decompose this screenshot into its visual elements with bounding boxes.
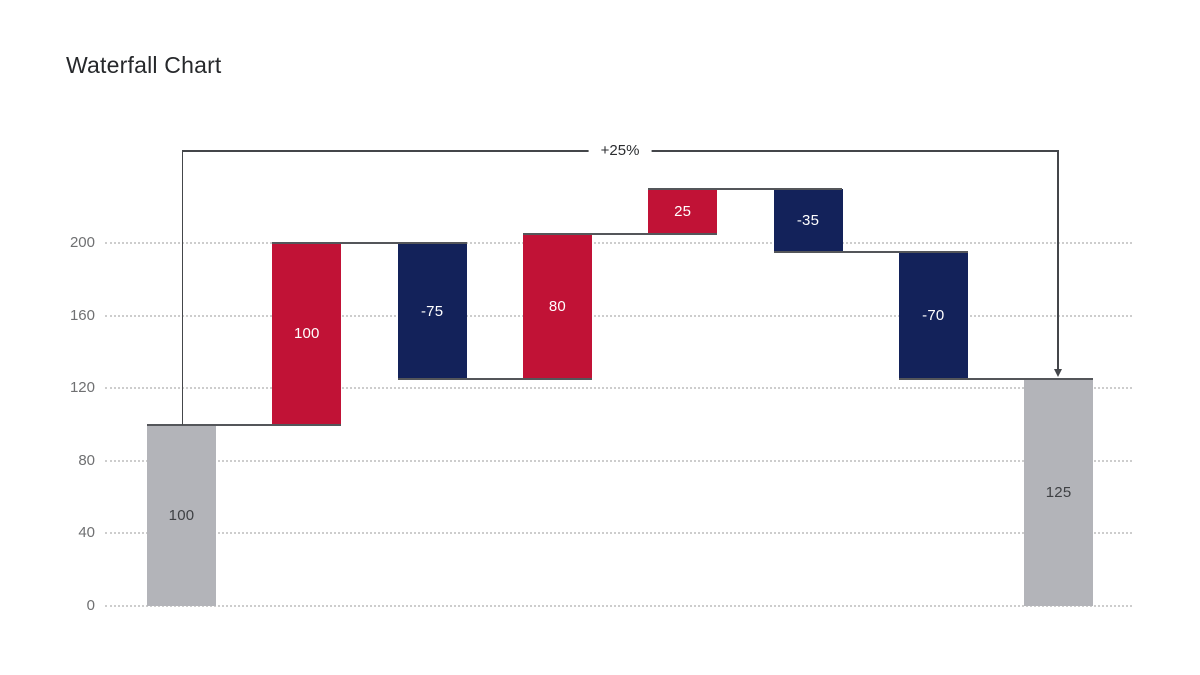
step-connector — [147, 423, 342, 426]
waterfall-bar-8: 125 — [1024, 379, 1094, 606]
annotation-line-right — [1057, 150, 1059, 371]
y-tick-label: 40 — [78, 524, 95, 542]
gridline — [105, 387, 1132, 390]
y-tick-label: 160 — [69, 306, 95, 324]
step-connector — [397, 378, 592, 381]
y-tick-label: 120 — [69, 379, 95, 397]
annotation-arrowhead-icon — [1053, 369, 1062, 378]
gridline — [105, 314, 1132, 317]
bar-label: -70 — [922, 307, 945, 325]
step-connector — [522, 232, 718, 235]
y-tick-label: 200 — [69, 234, 95, 251]
gridline — [105, 532, 1132, 535]
bar-label: 100 — [168, 506, 195, 524]
bar-label: 125 — [1045, 484, 1072, 502]
annotation-label: +25% — [588, 142, 652, 160]
chart-title: Waterfall Chart — [66, 52, 222, 78]
y-tick-label: 0 — [86, 597, 95, 614]
waterfall-bar-6: -35 — [773, 188, 843, 253]
gridline — [105, 605, 1132, 607]
step-connector — [773, 251, 968, 254]
gridline — [105, 242, 1132, 244]
waterfall-bar-5: 25 — [648, 188, 718, 234]
annotation-line-left — [181, 150, 183, 425]
waterfall-bar-1: 100 — [147, 424, 216, 606]
waterfall-bar-7: -70 — [898, 252, 968, 380]
step-connector — [648, 187, 843, 190]
gridline — [105, 459, 1132, 462]
waterfall-bar-3: -75 — [397, 243, 467, 380]
bar-label: 25 — [674, 202, 692, 220]
step-connector — [898, 378, 1094, 381]
step-connector — [272, 242, 467, 244]
bar-label: 100 — [293, 325, 320, 343]
waterfall-bar-2: 100 — [272, 243, 342, 425]
bar-label: -35 — [796, 211, 820, 229]
y-tick-label: 80 — [78, 451, 95, 469]
bar-label: 80 — [548, 298, 566, 316]
waterfall-bar-4: 80 — [522, 233, 592, 380]
bar-label: -75 — [420, 302, 444, 320]
